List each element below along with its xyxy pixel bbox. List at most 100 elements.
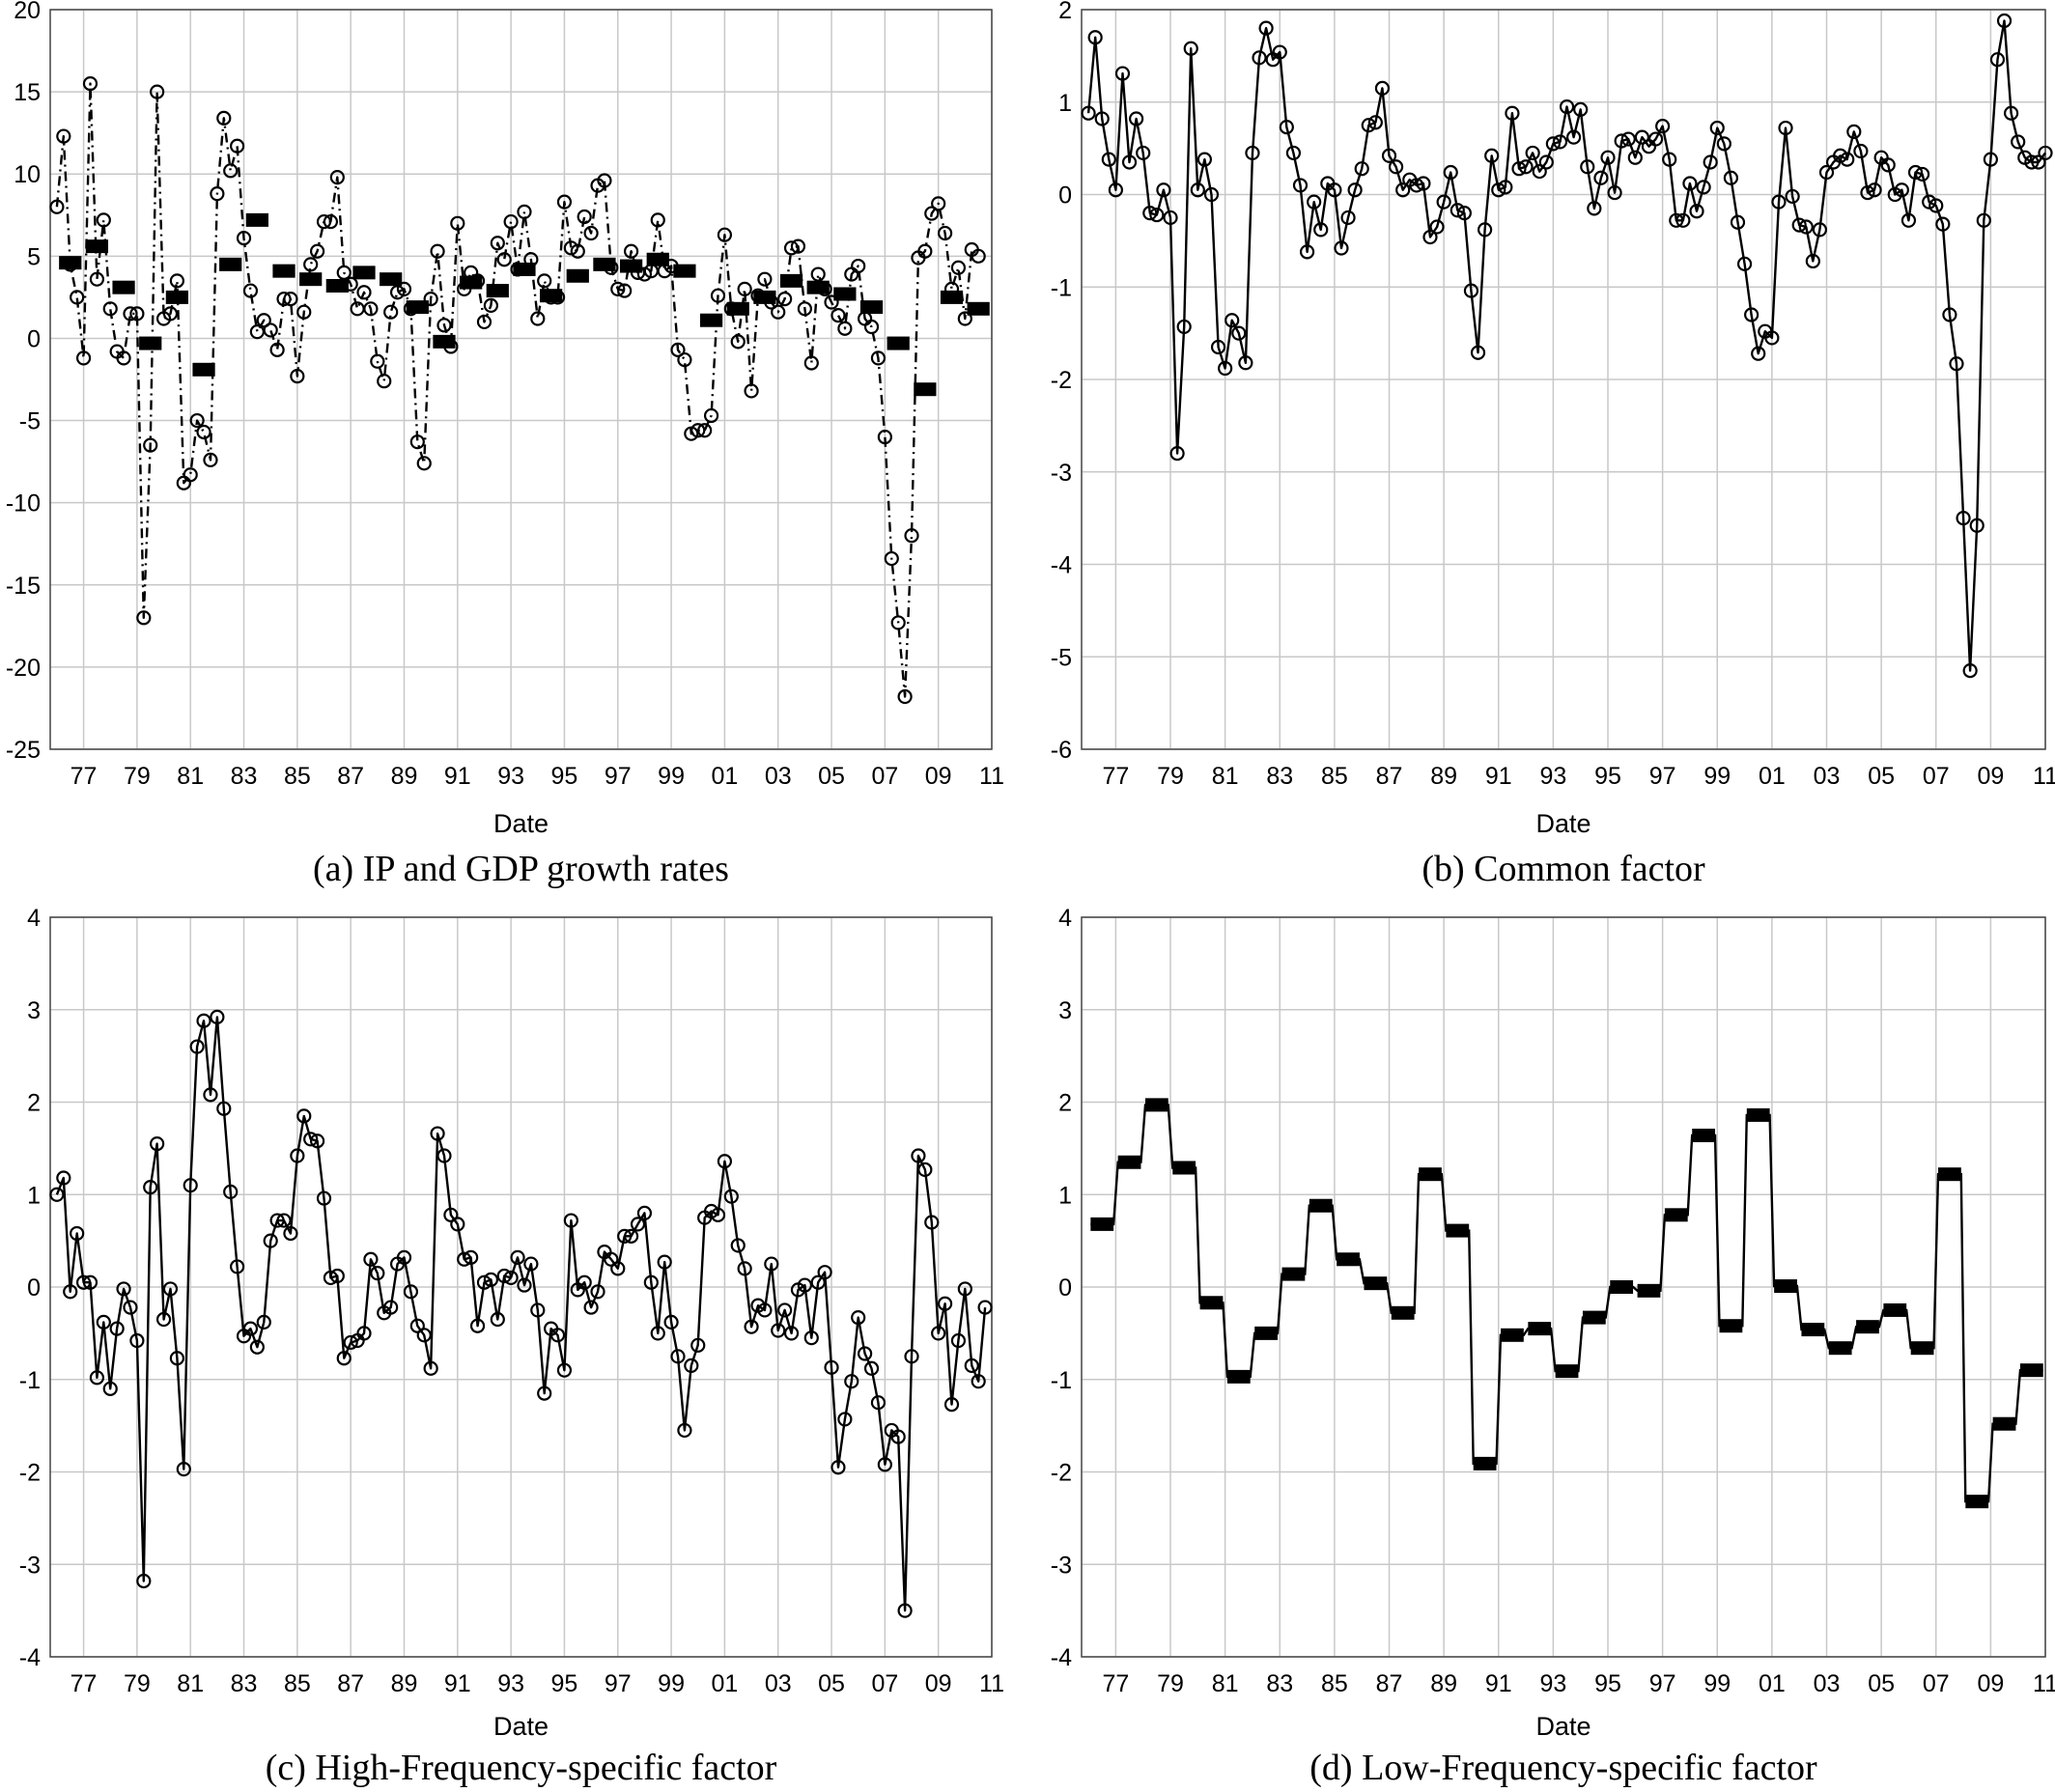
data-point xyxy=(837,1412,853,1427)
data-point xyxy=(1805,253,1820,269)
data-point xyxy=(1081,105,1096,121)
data-point xyxy=(363,1251,379,1267)
step-block xyxy=(699,313,723,327)
data-point xyxy=(216,1101,232,1116)
data-point xyxy=(897,1603,913,1618)
data-point xyxy=(1723,170,1739,185)
x-tick-label: 09 xyxy=(1977,1670,2004,1697)
x-tick-label: 85 xyxy=(1321,1670,1348,1697)
data-point xyxy=(189,412,205,429)
x-tick-label: 09 xyxy=(925,1670,952,1697)
data-point xyxy=(1778,120,1793,136)
data-point xyxy=(1313,222,1329,238)
data-point xyxy=(1962,663,1978,679)
data-point xyxy=(917,1162,933,1177)
x-axis-title: Date xyxy=(1535,1712,1591,1741)
data-point xyxy=(817,1265,832,1280)
x-tick-label: 83 xyxy=(231,763,258,790)
data-point xyxy=(1429,219,1445,235)
data-point xyxy=(2011,134,2026,150)
data-point xyxy=(937,225,953,241)
chart-caption: (d) Low-Frequency-specific factor xyxy=(1309,1748,1817,1788)
data-point xyxy=(937,1296,953,1311)
x-axis-title: Date xyxy=(493,1712,549,1741)
data-point xyxy=(737,281,752,296)
x-tick-label: 05 xyxy=(818,1670,845,1697)
data-point xyxy=(1914,166,1930,182)
x-tick-label: 83 xyxy=(1266,1670,1293,1697)
data-point xyxy=(517,204,532,219)
x-tick-label: 11 xyxy=(2033,763,2055,790)
data-point xyxy=(89,271,105,287)
data-point xyxy=(1996,13,2013,29)
data-point xyxy=(436,318,452,333)
data-point xyxy=(851,1309,866,1326)
data-point xyxy=(1907,164,1924,181)
data-point xyxy=(109,1321,125,1336)
step-block xyxy=(245,212,268,227)
data-point xyxy=(469,1318,486,1333)
data-point xyxy=(403,1284,419,1300)
step-block xyxy=(352,266,376,280)
step-block xyxy=(1473,1456,1497,1470)
x-tick-label: 07 xyxy=(871,763,898,790)
data-point xyxy=(309,1134,325,1149)
data-point xyxy=(971,1374,986,1389)
step-block xyxy=(1883,1302,1907,1317)
data-point xyxy=(744,383,759,399)
data-point xyxy=(136,610,152,626)
x-tick-label: 81 xyxy=(1212,763,1239,790)
data-point xyxy=(790,238,806,254)
data-point xyxy=(863,319,880,335)
x-tick-label: 07 xyxy=(1923,1670,1950,1697)
x-tick-label: 81 xyxy=(1212,1670,1239,1697)
x-tick-label: 05 xyxy=(818,763,845,790)
data-point xyxy=(517,1277,532,1293)
data-point xyxy=(1935,216,1951,232)
data-point xyxy=(336,265,352,280)
data-point xyxy=(931,1326,946,1341)
data-point xyxy=(1860,184,1875,201)
data-point xyxy=(703,407,719,424)
data-point xyxy=(1942,307,1957,322)
step-block xyxy=(460,275,483,290)
data-point xyxy=(1573,101,1589,118)
x-tick-label: 01 xyxy=(711,1670,738,1697)
step-block xyxy=(779,273,803,288)
x-tick-label: 79 xyxy=(124,1670,151,1697)
data-point xyxy=(1354,161,1369,177)
data-point xyxy=(116,350,131,366)
data-point xyxy=(577,209,592,225)
step-block xyxy=(139,336,162,350)
data-point xyxy=(1087,30,1103,45)
data-point xyxy=(143,437,158,453)
data-point xyxy=(296,304,312,320)
data-point xyxy=(650,1326,665,1341)
step-block xyxy=(1992,1416,2016,1431)
data-point xyxy=(1655,119,1671,134)
data-point xyxy=(96,212,111,228)
y-tick-label: 0 xyxy=(1058,182,1072,210)
data-point xyxy=(2038,145,2053,161)
y-tick-label: -2 xyxy=(19,1460,41,1487)
data-point xyxy=(830,308,846,323)
y-tick-label: -4 xyxy=(19,1644,41,1671)
data-point xyxy=(1374,80,1391,96)
step-block xyxy=(859,300,884,315)
data-point xyxy=(309,243,325,259)
y-tick-label: -4 xyxy=(1051,552,1072,579)
x-tick-label: 89 xyxy=(1430,1670,1457,1697)
data-point xyxy=(1840,152,1855,167)
data-point xyxy=(884,550,899,567)
data-point xyxy=(1279,120,1294,135)
step-block xyxy=(1254,1326,1278,1340)
data-point xyxy=(950,1332,967,1349)
data-point xyxy=(1634,129,1649,145)
step-block xyxy=(1309,1198,1333,1213)
data-point xyxy=(851,258,866,274)
y-tick-label: -20 xyxy=(6,655,41,682)
data-point xyxy=(183,1178,198,1193)
data-point xyxy=(1593,170,1609,185)
